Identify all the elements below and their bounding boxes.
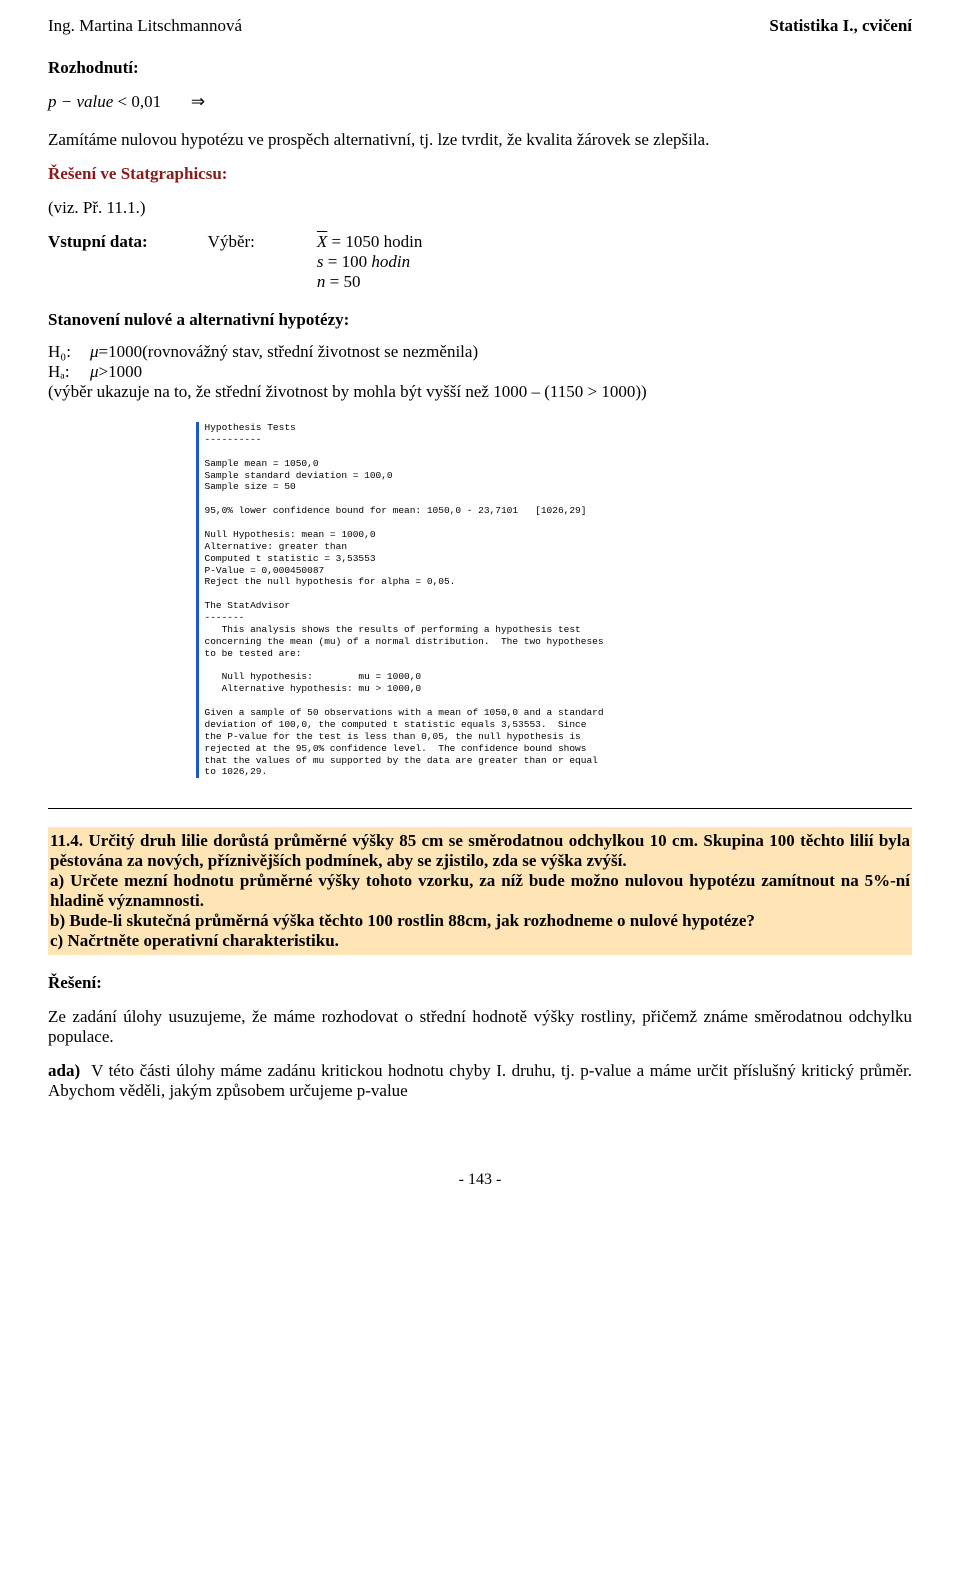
ha-expr: μ (90, 362, 99, 382)
pvalue-lhs: p − value (48, 92, 113, 111)
h0-note: (rovnovážný stav, střední životnost se n… (142, 342, 478, 362)
input-values: X = 1050 hodin s = 100 hodin n = 50 (317, 232, 422, 292)
h0-label: H₀: (48, 342, 90, 362)
ex-item-c: c) Načrtněte operativní charakteristiku. (48, 931, 912, 951)
hypotheses-heading: Stanovení nulové a alternativní hypotézy… (48, 310, 912, 330)
solution-heading: Řešení: (48, 973, 912, 993)
h0-expr: μ (90, 342, 99, 362)
ex-number: 11.4. (50, 831, 88, 850)
solution-p2-text: V této části úlohy máme zadánu kritickou… (48, 1061, 912, 1100)
ex-item-b: b) Bude-li skutečná průměrná výška těcht… (48, 911, 912, 931)
decision-heading: Rozhodnutí: (48, 58, 912, 78)
ha-label: Hₐ: (48, 362, 90, 382)
implies-arrow: ⇒ (191, 92, 205, 111)
output-text: Hypothesis Tests ---------- Sample mean … (205, 422, 765, 778)
ha-row: Hₐ: μ >1000 (48, 362, 912, 382)
s-line: s = 100 hodin (317, 252, 422, 272)
header-left: Ing. Martina Litschmannová (48, 16, 242, 36)
select-label: Výběr: (208, 232, 255, 292)
section-divider (48, 808, 912, 809)
decision-text: Zamítáme nulovou hypotézu ve prospěch al… (48, 130, 912, 150)
ex-item-a: a) Určete mezní hodnotu průměrné výšky t… (48, 871, 912, 911)
h0-row: H₀: μ =1000 (rovnovážný stav, střední ži… (48, 342, 912, 362)
statgraphics-output: Hypothesis Tests ---------- Sample mean … (196, 422, 765, 778)
decision-formula: p − value < 0,01 ⇒ (48, 92, 912, 112)
pvalue-op: < 0,01 (113, 92, 161, 111)
page-header: Ing. Martina Litschmannová Statistika I.… (48, 16, 912, 36)
n-line: n = 50 (317, 272, 422, 292)
header-right: Statistika I., cvičení (769, 16, 912, 36)
xbar-rhs: = 1050 hodin (327, 232, 422, 251)
xbar-symbol: X (317, 232, 327, 251)
exercise-block: 11.4. Určitý druh lilie dorůstá průměrné… (48, 827, 912, 955)
page-number: - 143 - (48, 1171, 912, 1189)
h0-eq: =1000 (99, 342, 143, 362)
statgraphics-ref: (viz. Př. 11.1.) (48, 198, 912, 218)
ha-wrap: (výběr ukazuje na to, že střední životno… (48, 382, 912, 402)
input-label: Vstupní data: (48, 232, 148, 292)
ha-gt: >1000 (99, 362, 143, 382)
ex-text-1: Určitý druh lilie dorůstá průměrné výšky… (50, 831, 910, 870)
solution-p2-label: ada) (48, 1061, 80, 1080)
statgraphics-heading: Řešení ve Statgraphicsu: (48, 164, 912, 184)
solution-p1: Ze zadání úlohy usuzujeme, že máme rozho… (48, 1007, 912, 1047)
input-data-row: Vstupní data: Výběr: X = 1050 hodin s = … (48, 232, 912, 292)
xbar-line: X = 1050 hodin (317, 232, 422, 252)
hypotheses-block: H₀: μ =1000 (rovnovážný stav, střední ži… (48, 342, 912, 402)
solution-p2-row: ada) V této části úlohy máme zadánu krit… (48, 1061, 912, 1101)
